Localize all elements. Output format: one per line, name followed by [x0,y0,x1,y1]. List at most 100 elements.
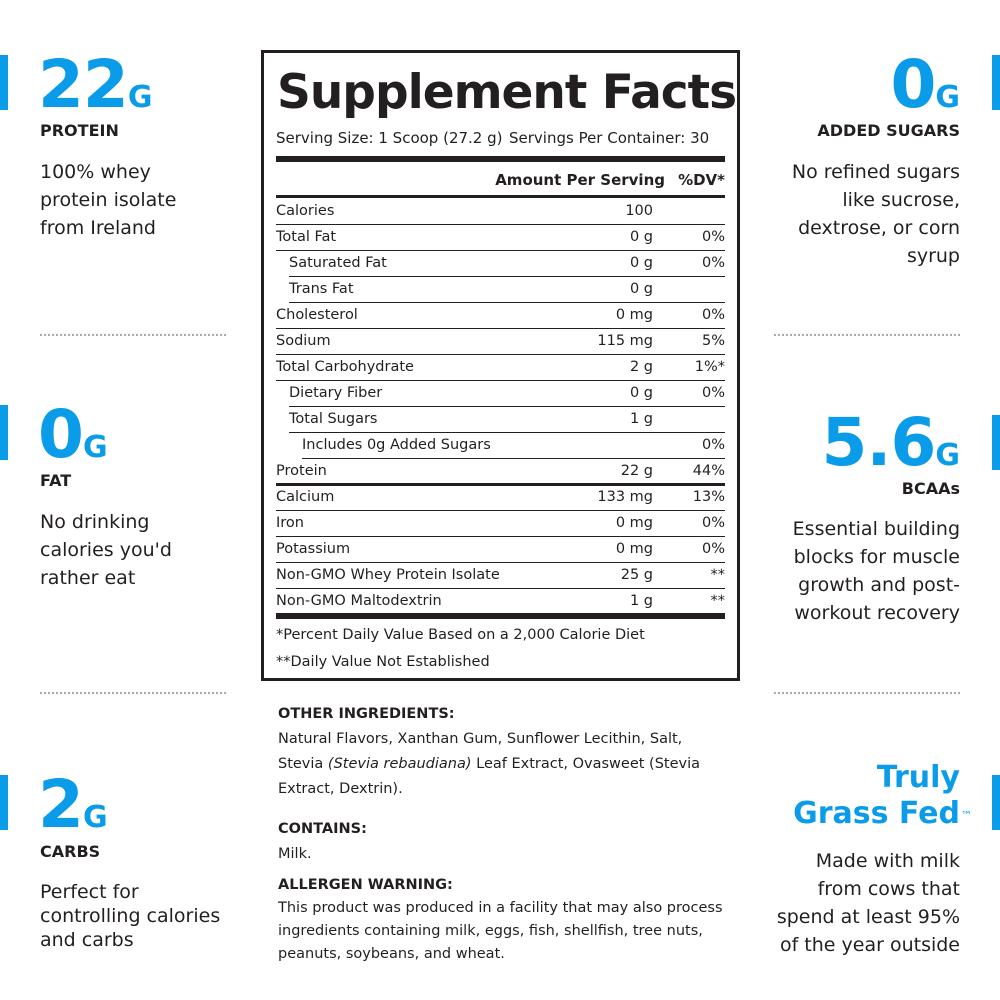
nutrient-amount: 100 [625,203,653,219]
nutrient-row: Sodium 115 mg 5% [276,329,725,355]
nutrient-row: Total Carbohydrate 2 g 1%* [276,355,725,381]
description-line: Essential building [792,518,960,540]
row-rule [289,432,725,433]
nutrient-row: Potassium 0 mg 0% [276,537,725,563]
nutrient-name: Non-GMO Whey Protein Isolate [276,567,500,583]
nutrient-name: Trans Fat [289,281,354,297]
nutrient-amount: 25 g [620,567,653,583]
nutrient-dv: 44% [692,463,725,479]
description-line: like sucrose, [842,189,960,211]
row-rule [289,302,725,303]
accent-bar [992,55,1000,110]
footnote: *Percent Daily Value Based on a 2,000 Ca… [276,627,645,643]
section-heading: OTHER INGREDIENTS: [278,706,455,722]
panel-title: Supplement Facts [277,65,737,120]
ingredient-text-italic: (Stevia rebaudiana) [327,756,472,772]
nutrient-dv: 1%* [694,359,725,375]
feature-value: 5.6G [821,410,960,489]
nutrient-name: Cholesterol [276,307,358,323]
feature-number: 22 [38,46,129,123]
ingredient-text: Natural Flavors, Xanthan Gum, Sunflower … [278,731,683,772]
other-ingredients: OTHER INGREDIENTS: Natural Flavors, Xant… [278,702,723,802]
nutrient-name: Protein [276,463,327,479]
nutrient-name: Total Carbohydrate [276,359,414,375]
feature-description: Essential building blocks for muscle growt… [793,515,960,627]
row-rule [276,250,725,251]
feature-unit: G [935,438,960,473]
nutrient-amount: 1 g [629,411,653,427]
rule-thick [276,156,725,162]
section-heading: ALLERGEN WARNING: [278,877,453,893]
description-line: and carbs [40,929,134,951]
nutrient-row: Non-GMO Whey Protein Isolate 25 g ** [276,563,725,589]
feature-title-line: Truly [876,760,960,795]
feature-unit: G [935,80,960,115]
feature-label: BCAAs [901,479,960,498]
nutrient-name: Total Fat [276,229,337,245]
row-rule [276,224,725,225]
feature-number: 5.6 [821,404,936,481]
nutrient-amount: 133 mg [597,489,653,505]
feature-number: 2 [38,766,84,843]
nutrient-dv: 0% [701,437,725,453]
feature-unit: G [127,80,153,115]
feature-description: No drinking calories you'd rather eat [40,508,172,592]
nutrient-row: Protein 22 g 44% [276,459,725,486]
description-line: Made with milk [815,850,960,872]
column-header: Amount Per Serving [495,171,665,189]
nutrient-dv: 0% [701,385,725,401]
nutrient-name: Includes 0g Added Sugars [302,437,491,453]
row-rule [276,536,725,537]
nutrient-dv: 0% [701,541,725,557]
ingredient-text: Leaf Extract, Ovasweet (Stevia Extract, … [278,756,701,797]
nutrient-row: Non-GMO Maltodextrin 1 g ** [276,589,725,615]
description-line: blocks for muscle [793,546,960,568]
description-line: protein isolate [40,189,177,211]
feature-number: 0 [890,46,936,123]
row-rule [276,380,725,381]
feature-value: 2G [38,772,108,851]
nutrient-dv: 0% [701,229,725,245]
nutrient-row: Calcium 133 mg 13% [276,485,725,511]
divider [774,334,960,336]
nutrient-dv: 0% [701,307,725,323]
feature-description: No refined sugars like sucrose, dextrose, … [792,158,960,270]
nutrient-amount: 0 g [629,229,653,245]
nutrient-row: Cholesterol 0 mg 0% [276,303,725,329]
feature-value: 0G [890,52,960,131]
feature-unit: G [82,430,108,465]
nutrient-dv: ** [710,593,726,609]
description-line: syrup [906,245,960,267]
row-rule [276,562,725,563]
feature-label: ADDED SUGARS [817,121,960,140]
rule-thick [276,613,725,619]
rule [276,195,725,198]
row-rule [276,328,725,329]
description-line: growth and post- [798,574,960,596]
description-line: controlling calories [40,905,221,927]
nutrient-name: Saturated Fat [289,255,387,271]
nutrient-name: Total Sugars [289,411,378,427]
nutrient-amount: 0 mg [615,541,653,557]
nutrient-dv: 0% [701,255,725,271]
feature-title-line: Grass Fed [793,796,960,831]
description-line: No drinking [40,511,150,533]
nutrient-row: Trans Fat 0 g [276,277,725,303]
description-line: from Ireland [40,217,156,239]
feature-description: 100% whey protein isolate from Ireland [40,158,176,242]
feature-label: CARBS [40,842,101,861]
nutrient-name: Calories [276,203,335,219]
nutrient-amount: 0 g [629,385,653,401]
row-rule [289,276,725,277]
description-line: dextrose, or corn [798,217,960,239]
description-line: 100% whey [40,161,151,183]
description-line: spend at least 95% [776,906,960,928]
row-rule [302,458,725,459]
nutrient-row: Dietary Fiber 0 g 0% [276,381,725,407]
nutrient-row: Total Sugars 1 g [276,407,725,433]
nutrient-row: Total Fat 0 g 0% [276,225,725,251]
row-rule [276,510,725,511]
nutrient-row: Includes 0g Added Sugars 0% [276,433,725,459]
supplement-facts-panel: Supplement Facts Serving Size: 1 Scoop (… [261,50,740,681]
servings-per-container: Servings Per Container: 30 [509,129,710,147]
